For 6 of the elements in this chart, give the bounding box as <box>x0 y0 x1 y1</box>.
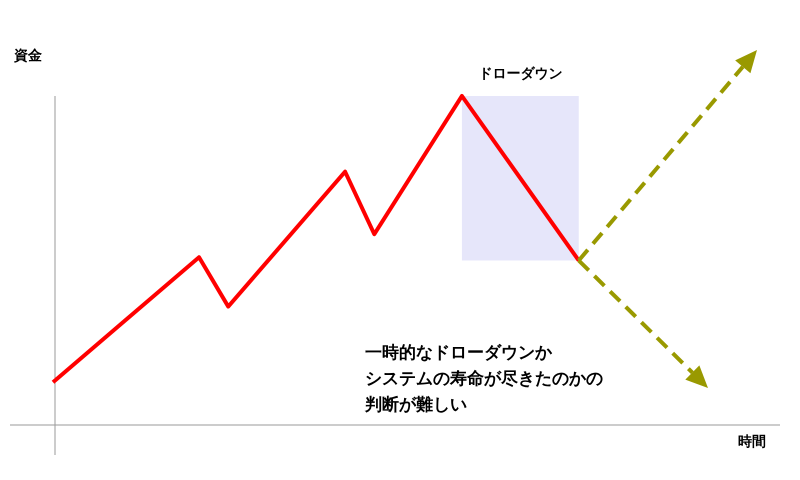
annotation: 判断が難しい <box>364 395 467 415</box>
band-label: ドローダウン <box>478 66 562 82</box>
annotation: 一時的なドローダウンか <box>365 343 553 363</box>
x-axis-title: 時間 <box>738 434 766 450</box>
y-axis-title: 資金 <box>13 48 43 64</box>
annotation: システムの寿命が尽きたのかの <box>365 369 603 389</box>
